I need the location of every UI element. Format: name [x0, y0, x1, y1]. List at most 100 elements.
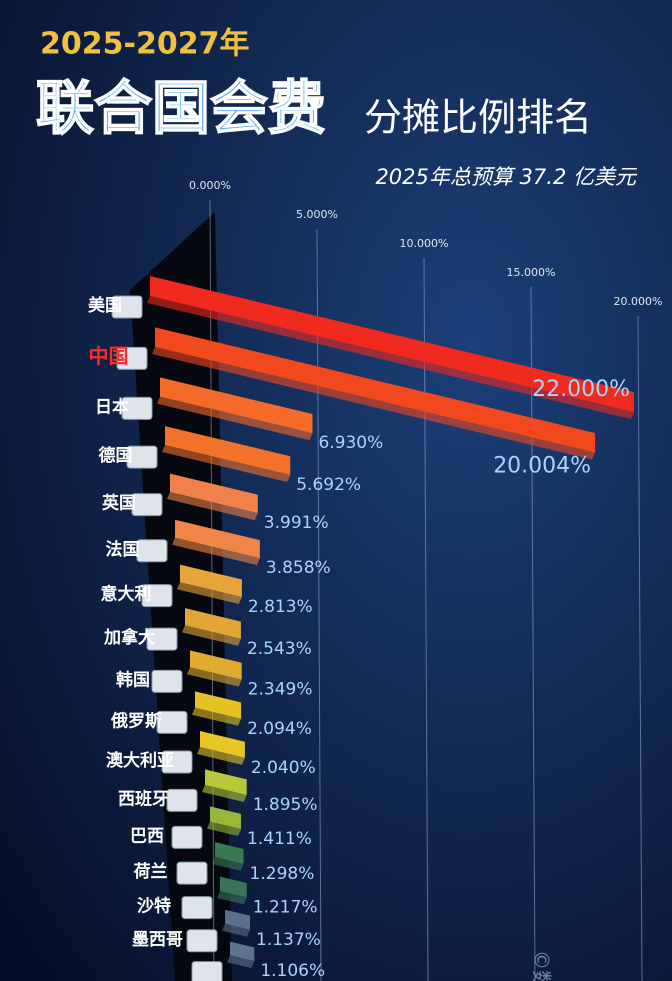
category-label: 日本	[95, 396, 129, 417]
flag	[121, 396, 153, 420]
bar	[215, 842, 244, 864]
value-label: 2.094%	[247, 719, 312, 739]
value-label: 2.349%	[248, 680, 313, 700]
value-label: 5.692%	[296, 475, 361, 495]
category-label: 澳大利亚	[106, 750, 174, 771]
bar	[150, 276, 634, 413]
bar-side	[147, 296, 634, 420]
value-label: 3.858%	[266, 558, 331, 578]
grid-line	[530, 286, 536, 981]
bar-side	[207, 821, 242, 837]
title-sub: 分摊比例排名	[364, 96, 592, 140]
value-label: 1.895%	[253, 795, 318, 815]
title-main: 联合国会费	[36, 74, 326, 142]
bar	[230, 941, 255, 962]
bar-side	[212, 856, 244, 871]
category-label: 沙特	[137, 896, 171, 917]
bar-side	[202, 784, 247, 802]
category-label: 意大利	[101, 584, 152, 605]
bar	[165, 426, 291, 476]
x-tick-label: 5.000%	[296, 208, 338, 221]
bar	[200, 731, 245, 758]
value-label: 3.991%	[264, 513, 329, 533]
category-label: 巴西	[130, 826, 164, 846]
category-label: 美国	[88, 295, 122, 316]
grid-line	[316, 228, 322, 981]
grid-line	[637, 315, 643, 981]
category-label: 墨西哥	[132, 930, 183, 950]
flag	[171, 825, 203, 849]
bar-side	[177, 582, 242, 605]
value-label: 20.004%	[493, 454, 591, 479]
bar	[220, 876, 247, 898]
bar	[155, 327, 596, 453]
category-label: 英国	[102, 493, 136, 514]
category-label: 俄罗斯	[110, 710, 162, 731]
flag	[111, 295, 143, 319]
flag	[146, 627, 178, 651]
flag	[131, 493, 163, 517]
bar-side	[157, 396, 313, 441]
bar-side	[162, 444, 291, 483]
note: 2025年总预算 37.2 亿美元	[375, 165, 638, 189]
category-label: 德国	[99, 445, 133, 466]
category-label: 韩国	[116, 669, 150, 690]
bar	[170, 473, 258, 514]
bar-side	[152, 346, 596, 460]
category-label: 加拿大	[103, 627, 155, 648]
title-year: 2025-2027年	[40, 27, 249, 62]
value-label: 2.813%	[248, 597, 313, 617]
x-tick-label: 0.000%	[189, 179, 231, 192]
value-label: 1.217%	[253, 897, 318, 917]
category-label: 中国	[89, 344, 129, 368]
value-label: 1.137%	[256, 930, 321, 950]
bar	[205, 769, 247, 795]
bar-side	[217, 891, 247, 905]
bar-side	[222, 923, 251, 937]
value-label: 1.411%	[247, 829, 312, 849]
flag	[156, 710, 188, 734]
bar-side	[192, 707, 242, 726]
flag	[116, 346, 148, 370]
bar	[225, 909, 251, 930]
watermark: ©数观	[530, 950, 554, 981]
value-label: 6.930%	[318, 433, 383, 453]
flag	[166, 788, 198, 812]
bar	[160, 377, 313, 434]
category-label: 法国	[106, 539, 140, 560]
flag	[191, 961, 223, 981]
flag	[181, 896, 213, 920]
bar	[210, 806, 242, 830]
flag	[126, 445, 158, 469]
bar-side	[227, 955, 255, 969]
bar-side	[167, 492, 258, 521]
value-label: 2.543%	[247, 639, 312, 659]
value-label: 22.000%	[532, 377, 630, 402]
bar	[175, 519, 260, 559]
bar-side	[182, 625, 241, 646]
grid-line	[423, 257, 429, 981]
value-label: 2.040%	[251, 758, 316, 778]
bar-side	[187, 667, 242, 687]
bar	[195, 691, 242, 719]
x-tick-label: 10.000%	[400, 237, 449, 250]
flag	[176, 861, 208, 885]
category-label: 荷兰	[134, 861, 168, 882]
value-label: 1.106%	[260, 961, 325, 981]
flag	[161, 750, 193, 774]
category-label: 西班牙	[118, 789, 169, 809]
bar	[185, 608, 241, 639]
flag	[151, 669, 183, 693]
bar	[180, 564, 242, 598]
value-label: 1.298%	[250, 864, 315, 884]
bar	[190, 650, 242, 680]
flag	[186, 929, 218, 953]
x-tick-label: 15.000%	[507, 266, 556, 279]
x-tick-label: 20.000%	[614, 295, 663, 308]
bar-side	[197, 747, 245, 765]
flag	[136, 539, 168, 563]
flag	[141, 584, 173, 608]
bar-side	[172, 537, 260, 566]
